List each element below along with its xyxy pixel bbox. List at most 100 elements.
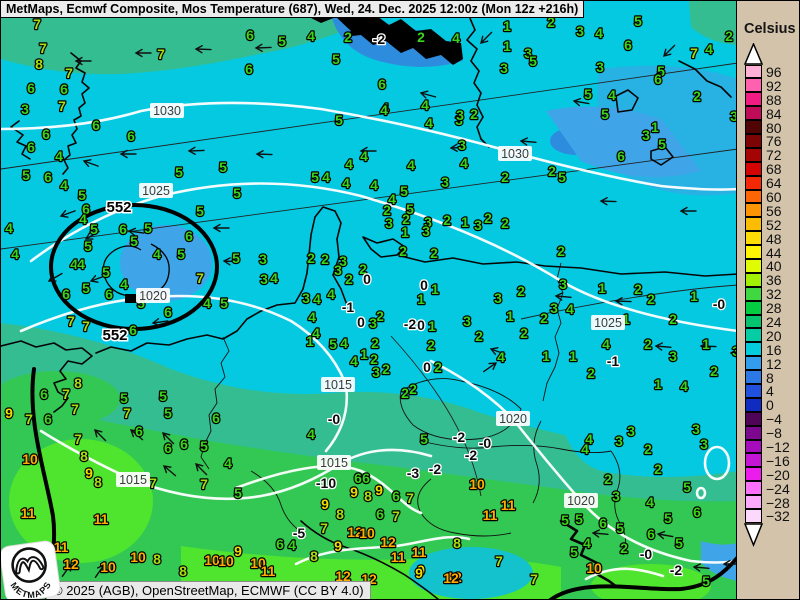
legend-value: −24 [766, 480, 790, 497]
temp-value: 2 [647, 291, 655, 307]
wind-arrow-icon [663, 44, 676, 57]
temp-value: 5 [683, 479, 691, 495]
legend-panel: Celsius 96 92 88 84 80 76 72 68 64 60 56 52 48 44 40 36… [736, 1, 799, 599]
temp-value: 6 [27, 80, 35, 96]
temp-value: 4 [646, 494, 654, 510]
temp-value: 7 [71, 401, 79, 417]
legend-value: 8 [766, 369, 774, 386]
temp-value: -0 [640, 546, 653, 562]
temp-value: 5 [570, 544, 578, 560]
temp-value: 5 [82, 280, 90, 296]
temp-value: 1 [417, 291, 425, 307]
isobar-label: 1015 [317, 455, 351, 470]
temp-value: 11 [21, 505, 36, 521]
wind-arrow-icon [519, 137, 537, 146]
temp-value: 3 [669, 348, 677, 364]
temp-value: 3 [422, 223, 430, 239]
temp-value: 7 [67, 313, 75, 329]
wind-arrow-icon [162, 465, 177, 477]
temp-value: 12 [63, 556, 79, 572]
temp-value: 3 [456, 107, 464, 123]
temp-value: 4 [497, 349, 505, 365]
temp-value: 4 [602, 336, 610, 352]
temp-value: 5 [657, 63, 665, 79]
legend-band: −28 [745, 495, 790, 510]
legend-swatch [745, 342, 762, 357]
temp-value: 7 [58, 98, 66, 114]
legend-swatch [745, 439, 762, 454]
uk-coast [62, 52, 90, 175]
temp-value: 8 [179, 563, 187, 579]
temp-value: 4 [307, 426, 315, 442]
temp-value: 2 [399, 243, 407, 259]
wind-arrow-icon [572, 97, 590, 107]
temp-value: 6 [92, 117, 100, 133]
temp-value: 5 [90, 221, 98, 237]
svg-text:1020: 1020 [499, 412, 527, 426]
temp-value: 4 [5, 220, 13, 236]
temp-value: 4 [224, 455, 232, 471]
legend-swatch [745, 411, 762, 426]
wave-icon [15, 556, 45, 575]
legend-swatch [745, 467, 762, 482]
temp-value: 4 [381, 100, 389, 116]
temp-value: 2 [383, 202, 391, 218]
legend-band: 0 [745, 397, 790, 412]
temp-value: 4 [370, 177, 378, 193]
legend-swatch [745, 64, 762, 79]
legend-band: −12 [745, 439, 790, 454]
wind-arrow-icon [699, 342, 717, 351]
baltic-south-coast [400, 255, 738, 277]
temp-value: 10 [22, 451, 38, 467]
legend-band: 48 [745, 230, 790, 247]
temp-value: 7 [123, 405, 131, 421]
temp-value: 7 [25, 411, 33, 427]
legend-swatch [745, 425, 762, 440]
temp-value: 3 [339, 253, 347, 269]
temp-value: 4 [270, 270, 278, 286]
temp-value: 8 [364, 488, 372, 504]
temp-value: 7 [392, 508, 400, 524]
temp-value: 4 [11, 246, 19, 262]
temp-value: 4 [460, 155, 468, 171]
temp-value: 2 [443, 212, 451, 228]
wind-arrow-icon [489, 347, 506, 356]
height-552-label: 552 [102, 327, 127, 344]
legend-swatch [745, 258, 762, 273]
temp-value: 4 [153, 246, 161, 262]
metmaps-logo-icon: METMAPS [8, 547, 55, 599]
legend-value: 48 [766, 230, 782, 247]
temp-value: 5 [144, 220, 152, 236]
temp-value: 2 [654, 461, 662, 477]
legend-band: 72 [745, 147, 790, 162]
legend-swatch [745, 397, 762, 412]
temp-value: 2 [634, 281, 642, 297]
legend-colorbar: 96 92 88 84 80 76 72 68 64 60 56 52 48 44 40 36 32 28 24 20… [745, 64, 790, 523]
temp-value: 3 [441, 174, 449, 190]
legend-band: −32 [745, 509, 790, 523]
temp-value: 7 [196, 270, 204, 286]
temp-value: -0 [479, 435, 492, 451]
svg-text:1030: 1030 [501, 147, 529, 161]
temp-value: 4 [595, 25, 603, 41]
temp-value: 10 [250, 555, 266, 571]
temp-value: 0 [357, 314, 365, 330]
temp-value: 11 [483, 507, 498, 523]
temp-value: -2 [453, 429, 466, 445]
temp-value: 4 [203, 295, 211, 311]
wind-arrow-icon [614, 297, 632, 306]
legend-band: −4 [745, 411, 790, 426]
temp-value: 2 [517, 283, 525, 299]
legend-band: 68 [745, 161, 790, 176]
temp-value: 5 [702, 573, 710, 589]
temp-value: 9 [417, 562, 425, 578]
wind-arrow-icon [151, 317, 169, 327]
temp-value: 10 [469, 476, 485, 492]
temp-value: 6 [378, 76, 386, 92]
legend-value: 12 [766, 355, 782, 372]
wind-arrow-icon [94, 563, 105, 578]
temp-value: 6 [135, 423, 143, 439]
wind-arrow-icon [84, 230, 100, 240]
wind-arrow-icon [480, 31, 493, 44]
isobar-label: 1025 [139, 183, 173, 198]
